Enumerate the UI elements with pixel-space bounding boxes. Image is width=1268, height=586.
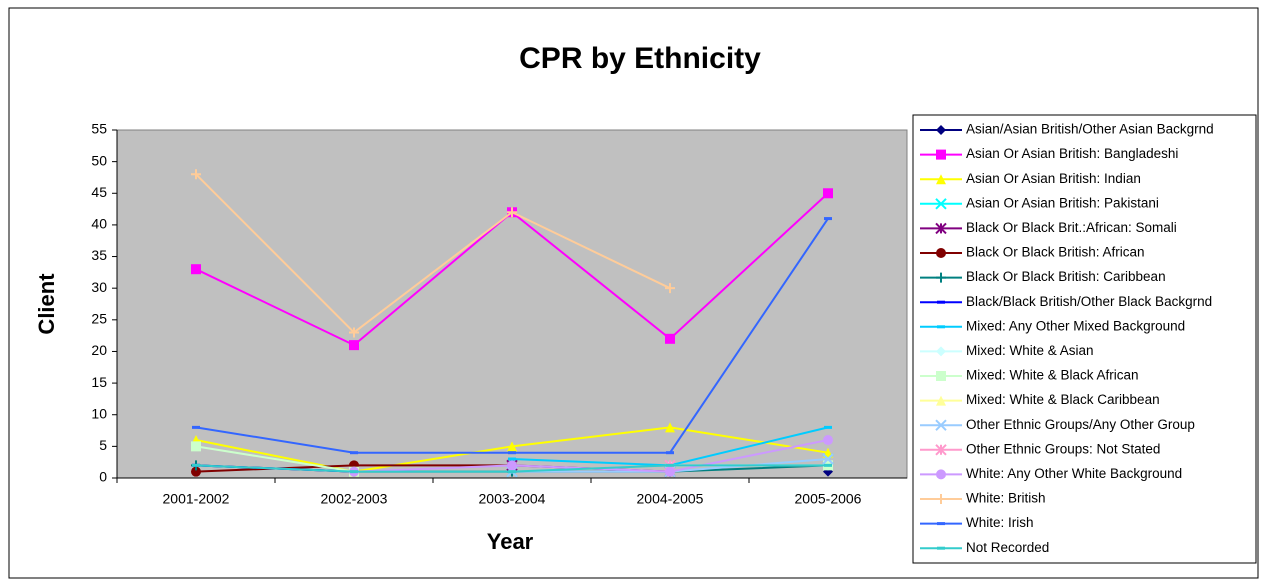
marker xyxy=(936,371,946,381)
chart-title: CPR by Ethnicity xyxy=(519,42,761,75)
legend-label: Other Ethnic Groups/Any Other Group xyxy=(966,417,1195,432)
marker xyxy=(191,466,201,477)
marker xyxy=(824,425,832,429)
legend-label: Black Or Black Brit.:African: Somali xyxy=(966,220,1177,235)
marker xyxy=(349,340,359,351)
y-tick-label: 10 xyxy=(91,405,107,421)
marker xyxy=(823,188,833,199)
legend-label: Asian Or Asian British: Pakistani xyxy=(966,195,1159,210)
y-tick-label: 20 xyxy=(91,342,107,358)
marker xyxy=(936,494,946,504)
marker xyxy=(936,272,946,283)
marker xyxy=(350,470,358,474)
marker xyxy=(666,451,674,455)
legend-label: Mixed: White & Black African xyxy=(966,368,1139,383)
marker xyxy=(937,522,945,526)
marker xyxy=(936,248,946,258)
x-tick-label: 2005-2006 xyxy=(795,491,862,507)
x-tick-label: 2002-2003 xyxy=(321,491,388,507)
marker xyxy=(936,469,946,480)
marker xyxy=(936,346,946,357)
marker xyxy=(937,300,945,304)
marker xyxy=(824,217,832,221)
legend-label: White: Irish xyxy=(966,515,1034,530)
series-line xyxy=(195,173,671,334)
marker xyxy=(666,463,674,467)
marker xyxy=(822,453,834,465)
marker xyxy=(935,444,947,456)
marker xyxy=(665,466,675,477)
legend-label: Mixed: Any Other Mixed Background xyxy=(966,318,1185,333)
marker xyxy=(508,470,516,474)
marker xyxy=(191,441,201,452)
marker xyxy=(192,425,200,429)
marker xyxy=(937,325,945,329)
x-tick-label: 2004-2005 xyxy=(637,491,704,507)
marker xyxy=(823,435,833,446)
legend xyxy=(912,114,1257,564)
y-tick-label: 25 xyxy=(91,311,107,327)
legend-label: Black Or Black British: African xyxy=(966,245,1145,260)
y-tick-label: 40 xyxy=(91,216,107,232)
legend-label: Mixed: White & Asian xyxy=(966,343,1094,358)
marker xyxy=(936,395,946,406)
legend-label: Black/Black British/Other Black Backgrnd xyxy=(966,294,1212,309)
marker xyxy=(507,460,517,471)
marker xyxy=(937,546,945,550)
y-tick-label: 30 xyxy=(91,279,107,295)
marker xyxy=(191,264,201,275)
legend-label: Asian Or Asian British: Bangladeshi xyxy=(966,146,1178,161)
x-tick-label: 2001-2002 xyxy=(163,491,230,507)
marker xyxy=(935,222,947,235)
y-tick-label: 0 xyxy=(99,469,107,485)
y-tick-label: 50 xyxy=(91,152,107,168)
marker xyxy=(507,441,517,452)
marker xyxy=(936,149,946,160)
marker xyxy=(935,198,947,210)
marker xyxy=(936,125,946,135)
legend-label: Black Or Black British: Caribbean xyxy=(966,269,1166,284)
legend-label: Mixed: White & Black Caribbean xyxy=(966,392,1160,407)
marker xyxy=(191,169,201,180)
plot-area xyxy=(116,129,908,479)
y-tick-label: 45 xyxy=(91,184,107,200)
marker xyxy=(508,451,516,455)
legend-label: White: Any Other White Background xyxy=(966,466,1182,481)
marker xyxy=(936,174,946,185)
marker xyxy=(665,422,675,433)
y-tick-label: 15 xyxy=(91,374,107,390)
y-tick-label: 5 xyxy=(99,437,107,453)
legend-label: Asian/Asian British/Other Asian Backgrnd xyxy=(966,122,1214,137)
y-axis-title: Client xyxy=(34,273,59,335)
legend-label: Other Ethnic Groups: Not Stated xyxy=(966,441,1160,456)
legend-label: White: British xyxy=(966,491,1046,506)
x-tick-label: 2003-2004 xyxy=(479,491,546,507)
marker xyxy=(665,333,675,344)
marker xyxy=(824,463,832,467)
x-axis-title: Year xyxy=(487,529,534,554)
marker xyxy=(349,327,359,338)
marker xyxy=(935,419,947,431)
y-tick-label: 35 xyxy=(91,247,107,263)
marker xyxy=(192,463,200,467)
marker xyxy=(508,457,516,461)
marker xyxy=(350,451,358,455)
y-tick-label: 55 xyxy=(91,121,107,137)
marker xyxy=(507,207,517,218)
legend-label: Not Recorded xyxy=(966,540,1049,555)
legend-label: Asian Or Asian British: Indian xyxy=(966,171,1141,186)
marker xyxy=(665,283,675,294)
